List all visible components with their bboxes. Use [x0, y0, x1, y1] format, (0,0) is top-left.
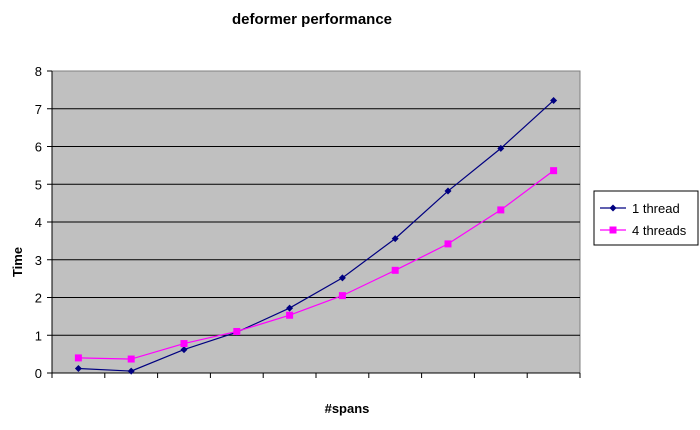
data-point: [74, 364, 82, 372]
y-axis-title: Time: [10, 247, 25, 277]
data-point: [444, 240, 452, 248]
chart-title: deformer performance: [232, 11, 392, 28]
data-point: [74, 354, 82, 362]
gridlines: [52, 108, 580, 336]
y-axis-ticks: 0 1 2 3 4 5 6 7 8: [35, 64, 53, 381]
y-tick-label: 1: [35, 328, 42, 343]
y-tick-label: 0: [35, 366, 42, 381]
x-axis-title: #spans: [325, 401, 370, 416]
legend: 1 thread 4 threads: [593, 190, 699, 246]
data-point: [286, 311, 294, 319]
series-line: [78, 100, 555, 372]
x-axis-ticks: [51, 372, 581, 378]
y-tick-label: 3: [35, 253, 42, 268]
data-point: [391, 266, 399, 274]
y-tick-label: 7: [35, 102, 42, 117]
data-point: [127, 367, 135, 375]
data-point: [338, 292, 346, 300]
y-tick-label: 8: [35, 64, 42, 79]
legend-label: 4 threads: [632, 223, 687, 238]
data-point: [338, 274, 346, 282]
y-tick-label: 4: [35, 215, 42, 230]
y-tick-label: 5: [35, 177, 42, 192]
y-tick-label: 2: [35, 291, 42, 306]
data-point: [550, 167, 558, 175]
data-point: [286, 304, 294, 312]
legend-box: [593, 190, 699, 246]
data-point: [233, 327, 241, 335]
data-point: [497, 206, 505, 214]
legend-marker: [609, 226, 617, 234]
data-point: [180, 346, 188, 354]
data-point: [127, 355, 135, 363]
legend-marker: [609, 204, 617, 212]
data-point: [497, 144, 505, 152]
data-point: [391, 235, 399, 243]
data-point: [550, 96, 558, 104]
legend-label: 1 thread: [632, 201, 680, 216]
data-point: [444, 187, 452, 195]
data-point: [180, 340, 188, 348]
y-tick-label: 6: [35, 140, 42, 155]
series-line: [78, 170, 554, 360]
series-lines: [74, 96, 558, 375]
